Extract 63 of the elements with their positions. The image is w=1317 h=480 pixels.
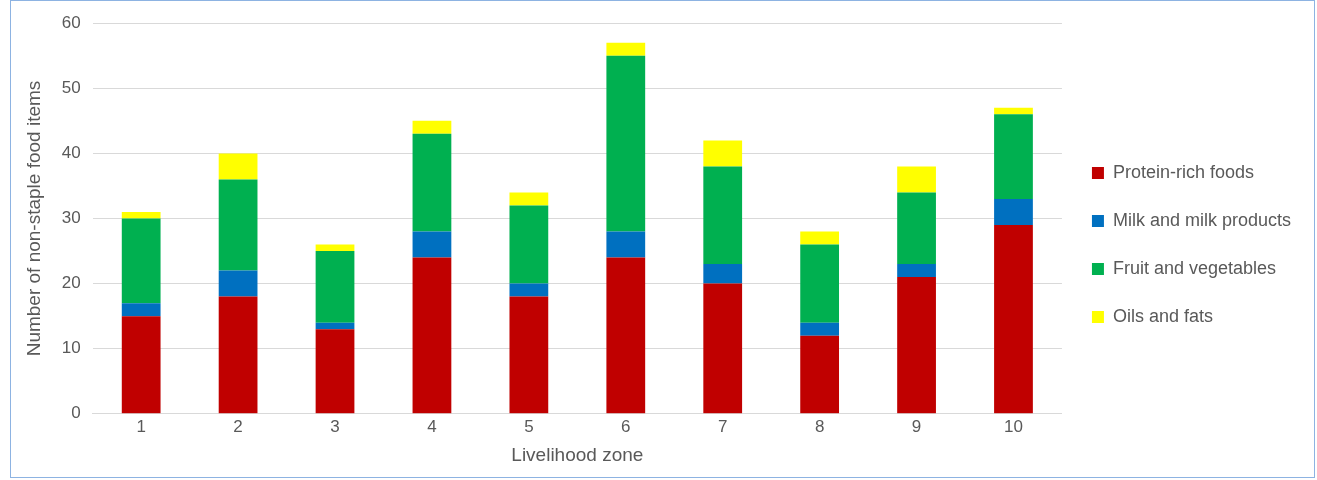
x-tick-label: 3: [330, 416, 340, 436]
bar: [509, 283, 549, 297]
y-tick-label: 30: [61, 208, 81, 228]
bar: [218, 270, 258, 297]
bar: [994, 114, 1033, 199]
bar: [121, 303, 161, 317]
legend-label: Fruit and vegetables: [1112, 257, 1277, 278]
legend-label: Oils and fats: [1112, 305, 1213, 326]
bar: [800, 244, 840, 323]
x-tick-label: 2: [233, 416, 243, 436]
bar: [897, 166, 936, 193]
bar: [606, 257, 646, 414]
y-axis-title: Number of non-staple food items: [22, 80, 44, 357]
legend-label: Milk and milk products: [1112, 209, 1291, 230]
bar: [994, 198, 1033, 226]
bar: [994, 107, 1033, 115]
x-tick-label: 5: [524, 416, 534, 436]
bar: [703, 166, 743, 265]
bar: [121, 218, 161, 304]
y-tick-label: 0: [71, 403, 81, 423]
bar: [703, 264, 743, 284]
bar: [315, 322, 355, 330]
bar: [218, 296, 258, 414]
x-tick-label: 1: [136, 416, 146, 436]
bar: [800, 335, 840, 414]
bar: [897, 277, 936, 414]
bar: [897, 264, 936, 278]
bar: [509, 192, 549, 206]
x-tick-label: 6: [621, 416, 631, 436]
x-tick-label: 7: [717, 416, 728, 436]
bar: [606, 231, 646, 258]
bar: [121, 316, 161, 414]
bar: [897, 192, 936, 265]
bar: [606, 42, 646, 56]
bar: [800, 231, 840, 245]
y-tick-label: 40: [61, 143, 81, 163]
bar: [315, 329, 355, 414]
x-axis-title: Livelihood zone: [511, 443, 644, 465]
bar: [218, 179, 258, 271]
x-tick-label: 8: [814, 416, 825, 436]
x-tick-label: 9: [911, 416, 922, 436]
bar: [218, 153, 258, 180]
y-tick-label: 50: [61, 77, 81, 97]
bar: [412, 120, 452, 134]
bar: [315, 244, 355, 252]
bar: [509, 296, 549, 414]
bar: [606, 55, 646, 232]
bar: [412, 133, 452, 232]
x-tick-label: 10: [1004, 416, 1023, 436]
bar: [509, 205, 549, 284]
bar: [121, 211, 161, 219]
y-tick-label: 10: [61, 338, 81, 358]
y-tick-label: 20: [61, 273, 81, 293]
bar: [994, 225, 1033, 414]
bar: [703, 140, 743, 167]
bar: [412, 257, 452, 414]
x-tick-label: 4: [427, 416, 437, 436]
bar: [703, 283, 743, 414]
bar: [315, 251, 355, 323]
bar: [800, 322, 840, 336]
y-tick-label: 60: [61, 12, 81, 32]
bar: [412, 231, 452, 258]
legend-label: Protein-rich foods: [1112, 161, 1255, 182]
